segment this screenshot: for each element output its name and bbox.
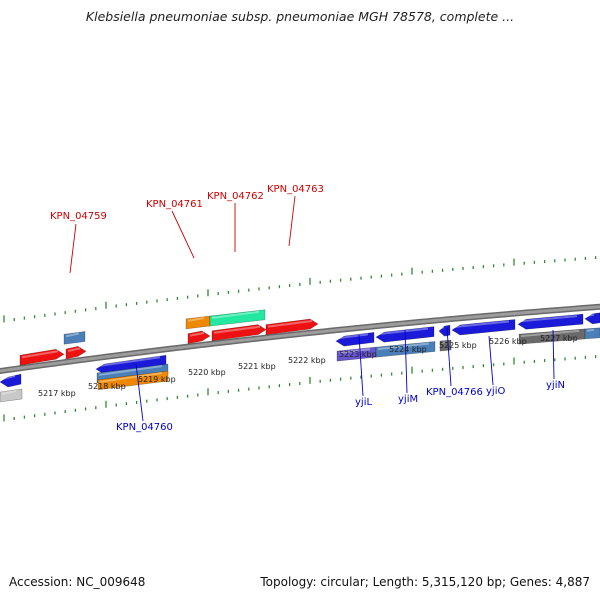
blue-feature-6[interactable] — [451, 319, 516, 336]
backbone — [0, 303, 600, 375]
gene-label-kpn_04760[interactable]: KPN_04760 — [116, 422, 173, 433]
accession-text: Accession: NC_009648 — [9, 575, 146, 589]
gene-connector — [171, 210, 195, 259]
red-feature-4[interactable] — [211, 324, 267, 342]
labels: 5217 kbp 5218 kbp 5219 kbp 5220 kbp 5221 kbp… — [38, 184, 578, 433]
backbone-line — [0, 305, 600, 373]
scale-tick-label: 5224 kbp — [389, 345, 427, 354]
scale-tick-label: 5222 kbp — [288, 356, 326, 365]
gray-feature-1-sheen — [441, 341, 446, 344]
slate-feature-1-sheen — [338, 348, 371, 355]
blue-feature-4-sheen — [377, 327, 429, 336]
steel-feature-1-sheen — [65, 332, 80, 338]
blue-feature-8[interactable] — [584, 312, 600, 325]
red-feature-1-sheen — [21, 350, 59, 359]
blue-feature-3-sheen — [337, 333, 369, 340]
blue-feature-7-sheen — [519, 315, 578, 323]
scale-tick-label: 5223 kbp — [339, 350, 377, 359]
scale-tick-label: 5219 kbp — [138, 375, 176, 384]
blue-feature-2-sheen — [97, 356, 161, 368]
scale-tick-label: 5217 kbp — [38, 389, 76, 398]
scale-tick-label: 5220 kbp — [188, 368, 226, 377]
orange-feature-1[interactable] — [185, 315, 211, 330]
red-feature-3[interactable] — [187, 330, 211, 344]
gene-label-kpn_04766[interactable]: KPN_04766 — [426, 387, 483, 398]
mint-feature-1[interactable] — [209, 309, 266, 327]
red-feature-2[interactable] — [65, 346, 87, 360]
gene-connector — [404, 329, 408, 394]
gene-label-yjil[interactable]: yjiL — [355, 397, 372, 408]
steel-feature-2-sheen — [98, 365, 163, 376]
red-feature-4-sheen — [213, 325, 261, 334]
tick-marks — [3, 256, 597, 422]
gene-connector — [288, 195, 296, 247]
blue-feature-3[interactable] — [335, 331, 375, 347]
slate-feature-1[interactable] — [336, 346, 377, 362]
red-feature-3-sheen — [189, 332, 205, 337]
map-title: Klebsiella pneumoniae subsp. pneumoniae … — [85, 9, 515, 24]
blue-feature-7[interactable] — [517, 313, 584, 330]
scale-tick-label: 5225 kbp — [439, 341, 477, 350]
gene-connector — [135, 363, 144, 422]
gene-label-kpn_04759[interactable]: KPN_04759 — [50, 211, 107, 222]
red-feature-5[interactable] — [265, 318, 319, 335]
gene-connector — [69, 223, 77, 274]
light-gray-feature-1[interactable] — [0, 388, 23, 403]
steel-feature-1[interactable] — [63, 331, 86, 345]
gene-label-yjin[interactable]: yjiN — [546, 380, 565, 391]
orange-feature-1-sheen — [187, 317, 205, 322]
features — [0, 309, 600, 403]
label-connectors — [69, 195, 555, 422]
steel-feature-3-sheen — [377, 342, 430, 351]
mint-feature-1-sheen — [211, 310, 260, 320]
topology-summary: Topology: circular; Length: 5,315,120 bp… — [260, 575, 590, 589]
steel-feature-4-sheen — [586, 328, 595, 332]
orange-feature-2-sheen — [99, 372, 163, 383]
blue-feature-1-sheen — [1, 375, 16, 380]
gene-connector — [358, 334, 364, 397]
gene-label-kpn_04761[interactable]: KPN_04761 — [146, 199, 203, 210]
gene-connector — [552, 329, 555, 380]
blue-feature-1[interactable] — [0, 373, 22, 388]
gray-feature-2-sheen — [520, 329, 580, 338]
blue-feature-6-sheen — [453, 320, 510, 328]
red-feature-5-sheen — [267, 320, 313, 328]
gene-connector — [446, 327, 452, 387]
scale-tick-label: 5221 kbp — [238, 362, 276, 371]
blue-feature-5-sheen — [440, 326, 445, 330]
scale-tick-label: 5218 kbp — [88, 382, 126, 391]
scale-tick-label: 5226 kbp — [489, 337, 527, 346]
scale-tick-label: 5227 kbp — [540, 334, 578, 343]
gene-label-kpn_04763[interactable]: KPN_04763 — [267, 184, 324, 195]
steel-feature-4[interactable] — [584, 327, 600, 340]
orange-feature-2[interactable] — [97, 370, 169, 391]
blue-feature-5[interactable] — [438, 324, 451, 337]
blue-feature-8-sheen — [586, 313, 595, 317]
red-feature-2-sheen — [67, 347, 81, 352]
light-gray-feature-1-sheen — [1, 389, 17, 395]
gene-label-yjim[interactable]: yjiM — [398, 394, 418, 405]
gene-label-yjio[interactable]: yjiO — [486, 386, 505, 397]
gene-label-kpn_04762[interactable]: KPN_04762 — [207, 191, 264, 202]
gene-connector — [488, 335, 494, 386]
red-feature-1[interactable] — [19, 348, 65, 366]
